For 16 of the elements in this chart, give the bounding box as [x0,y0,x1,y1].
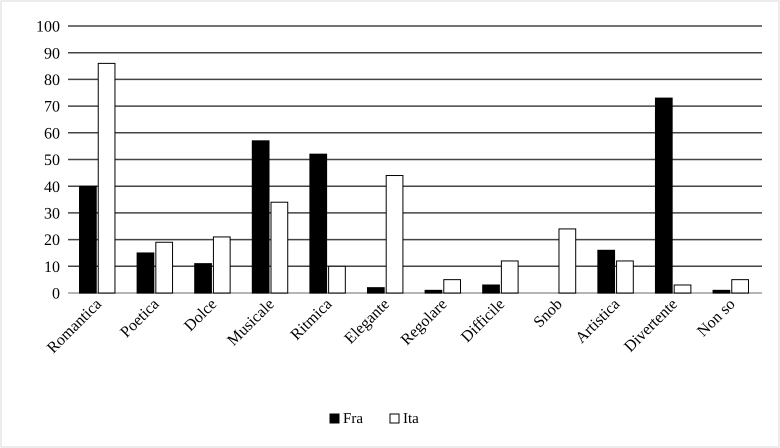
x-tick-label: Snob [530,296,566,332]
y-tick-label: 0 [52,286,60,303]
legend-label: Ita [403,411,420,427]
y-tick-label: 40 [44,178,60,196]
y-tick-label: 10 [44,258,60,276]
y-tick-label: 20 [44,232,60,250]
y-tick-label: 60 [44,125,60,142]
y-tick-label: 90 [44,45,60,62]
legend-label: Fra [343,411,364,427]
y-tick-label: 30 [44,206,60,222]
y-tick-label: 50 [44,152,60,170]
x-tick-label: Non so [694,296,739,340]
bar [558,228,576,294]
y-tick-label: 80 [44,72,60,89]
y-tick-label: 100 [36,18,60,36]
y-tick-label: 70 [44,98,60,116]
